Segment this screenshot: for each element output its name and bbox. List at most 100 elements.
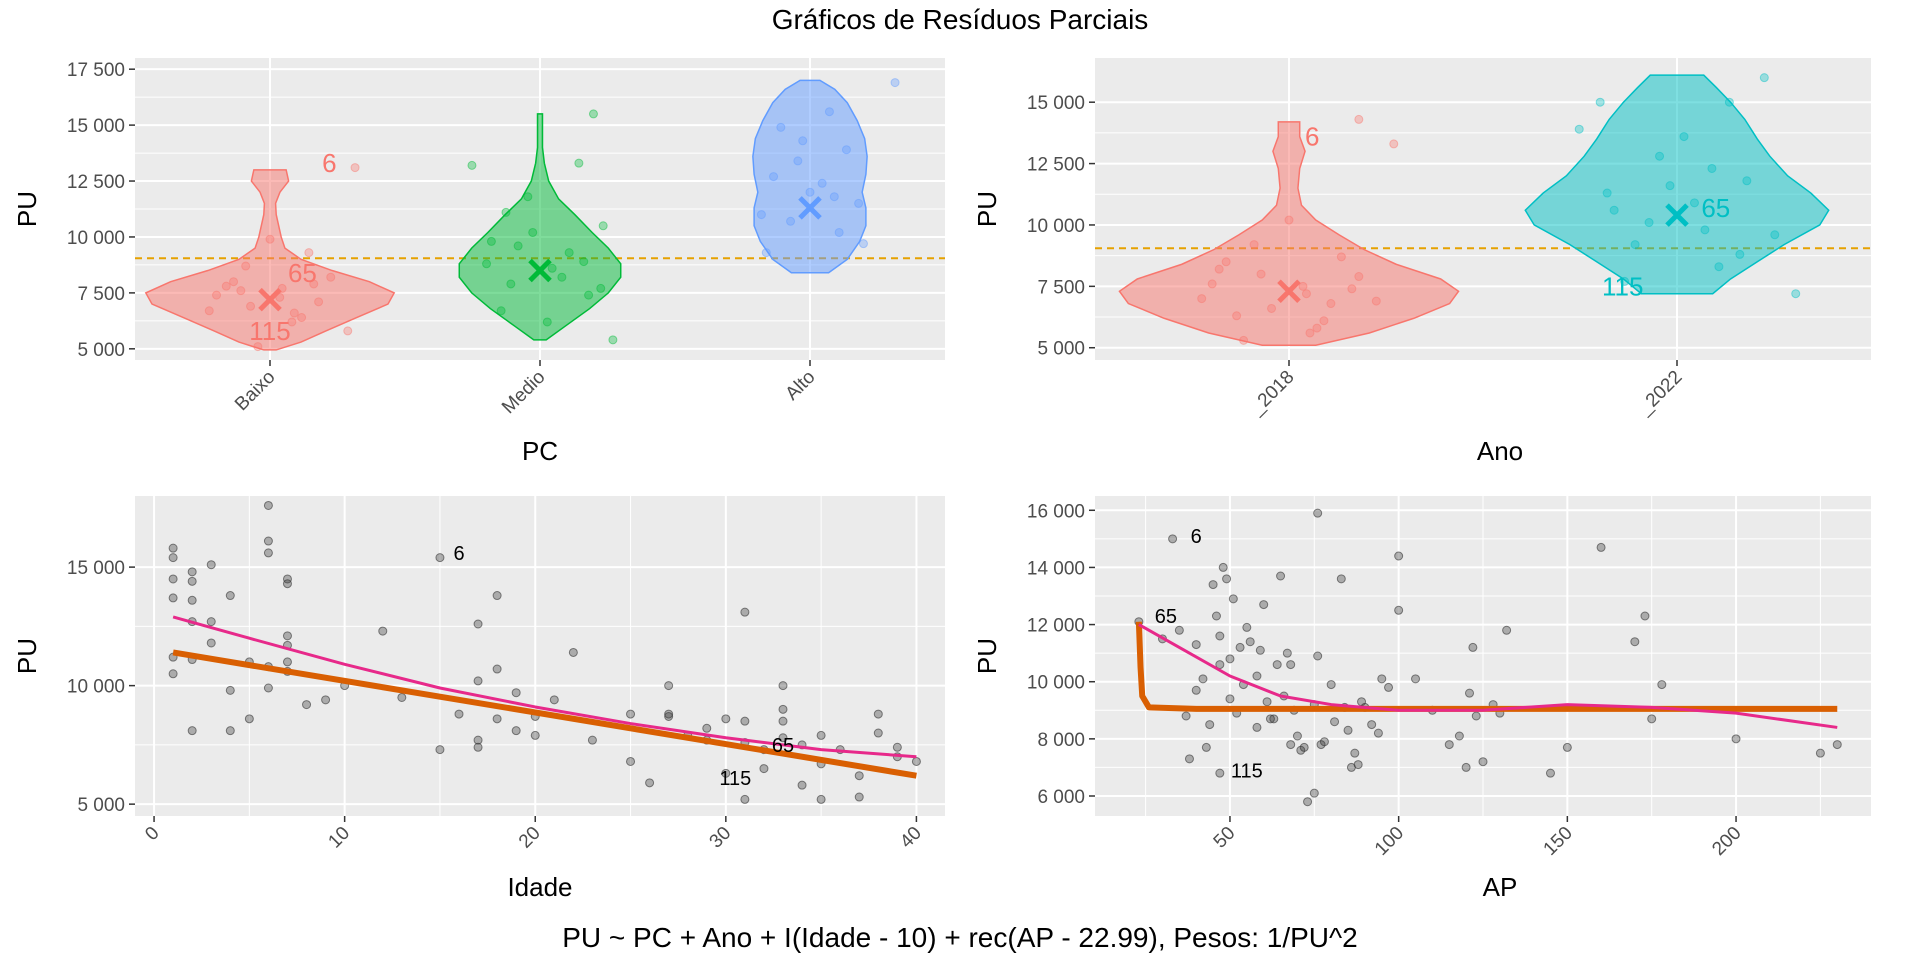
data-point — [756, 210, 766, 220]
data-point — [1286, 660, 1296, 670]
data-point — [206, 560, 216, 570]
data-point — [1326, 680, 1336, 690]
data-point — [1242, 622, 1252, 632]
data-point — [542, 317, 552, 327]
data-point — [1245, 637, 1255, 647]
data-point — [321, 695, 331, 705]
data-point — [326, 272, 336, 282]
data-point — [778, 733, 788, 743]
data-point — [1174, 625, 1184, 635]
mean-marker — [528, 258, 552, 283]
y-tick-label: 7 500 — [1037, 277, 1085, 298]
data-point — [1207, 279, 1217, 289]
outlier-label: 65 — [288, 258, 317, 288]
data-point — [1394, 605, 1404, 615]
data-point — [1267, 303, 1277, 313]
data-point — [206, 617, 216, 627]
data-point — [263, 500, 273, 510]
data-point — [467, 160, 477, 170]
x-tick-label: Alto — [782, 367, 820, 405]
data-point — [253, 342, 263, 352]
data-point — [168, 543, 178, 553]
outlier-label: 115 — [1602, 271, 1643, 301]
data-point — [482, 259, 492, 269]
data-point — [1313, 508, 1323, 518]
y-tick-label: 15 000 — [1027, 93, 1085, 114]
y-tick-label: 8 000 — [1037, 730, 1085, 751]
data-point — [1286, 740, 1296, 750]
data-point — [776, 122, 786, 132]
y-axis-title: PU — [972, 638, 1002, 674]
data-point — [1343, 725, 1353, 735]
data-point — [513, 241, 523, 251]
data-point — [1478, 757, 1488, 767]
data-point — [528, 227, 538, 237]
data-point — [1191, 685, 1201, 695]
data-point — [1444, 740, 1454, 750]
violin-y2022 — [1524, 74, 1830, 295]
data-point — [282, 631, 292, 641]
y-tick-label: 12 500 — [1027, 155, 1085, 176]
data-point — [1791, 289, 1801, 299]
data-point — [1742, 176, 1752, 186]
data-point — [1596, 542, 1606, 552]
data-point — [1303, 797, 1313, 807]
data-point — [1255, 645, 1265, 655]
data-point — [1309, 788, 1319, 798]
data-point — [263, 536, 273, 546]
y-tick-label: 14 000 — [1027, 558, 1085, 579]
data-point — [1411, 674, 1421, 684]
data-point — [225, 685, 235, 695]
y-axis-title: PU — [12, 638, 42, 674]
data-point — [282, 574, 292, 584]
data-point — [1218, 562, 1228, 572]
data-point — [492, 591, 502, 601]
data-point — [721, 714, 731, 724]
data-point — [1371, 296, 1381, 306]
data-point — [1168, 534, 1178, 544]
outlier-label: 115 — [719, 768, 751, 790]
outlier-label: 115 — [249, 316, 290, 346]
data-point — [1252, 722, 1262, 732]
data-point — [1269, 714, 1279, 724]
data-point — [1770, 230, 1780, 240]
data-point — [473, 676, 483, 686]
y-tick-label: 10 000 — [1027, 673, 1085, 694]
data-point — [473, 735, 483, 745]
mean-marker — [798, 196, 822, 220]
data-point — [890, 78, 900, 88]
data-point — [1735, 249, 1745, 259]
mean-marker — [258, 287, 282, 312]
data-point — [1461, 762, 1471, 772]
data-point — [817, 178, 827, 188]
data-point — [596, 283, 606, 293]
data-point — [1208, 580, 1218, 590]
data-point — [1319, 737, 1329, 747]
outlier-label: 65 — [1155, 606, 1177, 628]
data-point — [793, 156, 803, 166]
data-point — [816, 794, 826, 804]
data-point — [1689, 198, 1699, 208]
data-point — [1198, 674, 1208, 684]
panel-pc: 6 65 115 5 000 7 500 10 000 12 500 15 000 17 50… — [12, 58, 945, 466]
data-point — [1184, 754, 1194, 764]
data-point — [1305, 328, 1315, 338]
y-tick-label: 5 000 — [1037, 339, 1085, 360]
violin-medio — [458, 113, 622, 341]
data-point — [834, 227, 844, 237]
x-axis-title: Idade — [507, 872, 572, 902]
data-point — [1389, 139, 1399, 149]
data-point — [530, 730, 540, 740]
data-point — [187, 576, 197, 586]
data-point — [740, 607, 750, 617]
data-point — [1301, 289, 1311, 299]
data-point — [1222, 574, 1232, 584]
data-point — [287, 317, 297, 327]
panel-ano: 6 65 115 5 000 7 500 10 000 12 500 15 000 _2018… — [972, 58, 1871, 466]
data-point — [1832, 740, 1842, 750]
data-point — [778, 716, 788, 726]
figure-title: Gráficos de Resíduos Parciais — [771, 4, 1149, 35]
data-point — [297, 312, 307, 322]
data-point — [1468, 642, 1478, 652]
data-point — [664, 681, 674, 691]
